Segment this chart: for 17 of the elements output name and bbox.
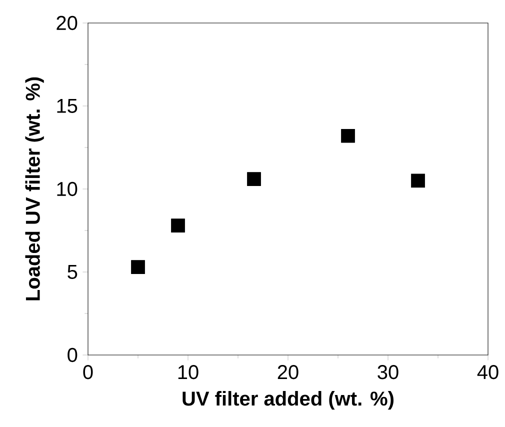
x-tick-label: 20	[278, 365, 298, 380]
x-tick-label: 10	[178, 365, 198, 380]
point	[411, 174, 425, 188]
x-axis-title: UV filter added (wt. %)	[182, 391, 394, 410]
y-tick-label: 20	[56, 16, 78, 30]
y-axis-title: Loaded UV filter (wt. %)	[25, 77, 44, 300]
y-tick-label: 15	[57, 99, 78, 113]
y-tick-label: 10	[57, 182, 78, 196]
x-tick-label: 40	[477, 365, 498, 380]
point	[131, 260, 145, 274]
point	[341, 128, 355, 143]
point	[171, 218, 185, 232]
y-tick-label: 0	[68, 348, 78, 362]
y-tick-label: 5	[68, 265, 78, 279]
point	[247, 172, 261, 186]
x-tick-label: 0	[83, 365, 93, 380]
x-tick-label: 30	[378, 365, 398, 380]
